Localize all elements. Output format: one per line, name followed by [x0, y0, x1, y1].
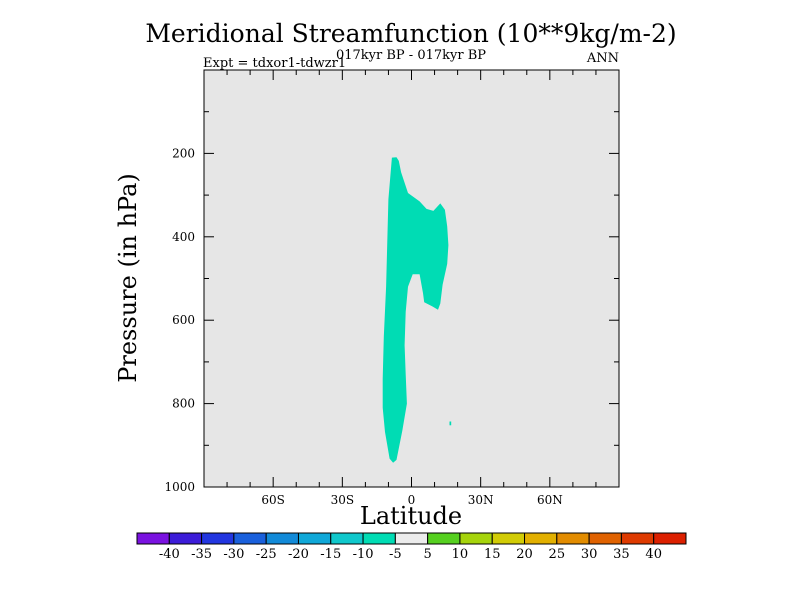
- colorbar-label: 20: [516, 547, 533, 562]
- x-tick-label: 60N: [537, 493, 563, 507]
- colorbar-label: -5: [389, 547, 402, 562]
- colorbar-swatch: [136, 532, 170, 545]
- colorbar-swatch: [330, 532, 364, 545]
- colorbar-label: 30: [581, 547, 598, 562]
- colorbar-label: 5: [424, 547, 432, 562]
- colorbar-swatch: [588, 532, 622, 545]
- y-tick-label: 800: [172, 397, 195, 411]
- experiment-label: Expt = tdxor1-tdwzr1: [203, 56, 346, 71]
- colorbar-swatch: [556, 532, 590, 545]
- colorbar: -40 -35 -30 -25 -20 -15 -10 -5 5 10 15 20 25 30 35 40: [136, 532, 687, 562]
- colorbar-swatch: [394, 532, 429, 545]
- x-axis-label: Latitude: [360, 502, 462, 530]
- colorbar-swatch: [362, 532, 396, 545]
- season-label: ANN: [586, 51, 619, 66]
- chart-title: Meridional Streamfunction (10**9kg/m-2): [145, 19, 676, 48]
- colorbar-label: -20: [288, 547, 309, 562]
- colorbar-label: -10: [353, 547, 374, 562]
- y-tick-label: 1000: [164, 480, 195, 494]
- colorbar-label: 10: [452, 547, 469, 562]
- y-tick-label: 600: [172, 313, 195, 327]
- chart-subtitle: 017kyr BP - 017kyr BP: [336, 48, 486, 63]
- y-axis-label: Pressure (in hPa): [114, 173, 142, 383]
- colorbar-label: 40: [645, 547, 662, 562]
- x-tick-label: 60S: [261, 493, 285, 507]
- colorbar-label: -15: [320, 547, 341, 562]
- x-tick-label: 30S: [331, 493, 355, 507]
- colorbar-label: -35: [191, 547, 212, 562]
- colorbar-swatch: [201, 532, 235, 545]
- colorbar-swatch: [297, 532, 332, 545]
- colorbar-swatch: [233, 532, 267, 545]
- colorbar-swatch: [265, 532, 299, 545]
- colorbar-label: -25: [256, 547, 277, 562]
- plot-area: [204, 70, 619, 487]
- x-tick-label: 0: [408, 493, 416, 507]
- colorbar-swatch: [168, 532, 203, 545]
- colorbar-label: 35: [613, 547, 630, 562]
- axis-ticks: 60S 30S 0 30N 60N 200 400 600 800 1000: [164, 70, 619, 507]
- contour-region-2: [449, 421, 452, 426]
- colorbar-label: 15: [484, 547, 501, 562]
- colorbar-swatch: [491, 532, 526, 545]
- colorbar-label: 25: [549, 547, 566, 562]
- colorbar-label: -30: [223, 547, 244, 562]
- y-tick-label: 400: [172, 230, 195, 244]
- colorbar-swatch: [524, 532, 558, 545]
- colorbar-swatch: [620, 532, 655, 545]
- colorbar-swatch: [653, 532, 687, 545]
- x-tick-label: 30N: [468, 493, 494, 507]
- colorbar-swatch: [427, 532, 461, 545]
- contour-regions: [382, 157, 452, 463]
- y-tick-label: 200: [172, 146, 195, 160]
- contour-region-1: [382, 157, 449, 463]
- colorbar-label: -40: [159, 547, 180, 562]
- colorbar-swatch: [459, 532, 493, 545]
